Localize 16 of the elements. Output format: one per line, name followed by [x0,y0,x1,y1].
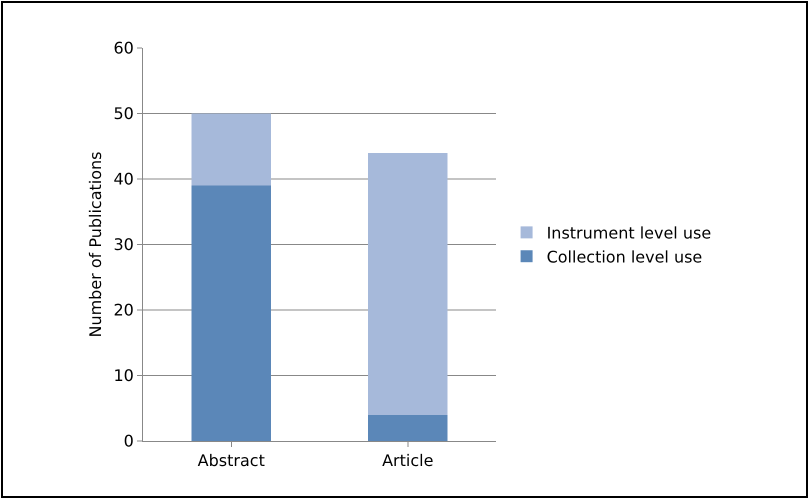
y-tick-label: 60 [113,38,134,58]
bar [368,152,448,415]
x-tick-label: Abstract [198,451,265,470]
legend-label: Instrument level use [546,224,712,243]
bar [368,414,448,441]
x-tick-label: Article [382,451,434,470]
y-tick-label: 50 [113,104,134,124]
y-tick-label: 30 [113,235,134,254]
bar [192,186,271,441]
y-tick-label: 10 [113,366,134,386]
legend-label: Collection level use [546,247,702,266]
y-tick-label: 0 [124,432,134,451]
bar [192,114,271,186]
y-axis-title: Number of Publications [86,151,105,338]
y-tick-label: 40 [113,170,134,189]
y-tick-label: 20 [113,300,134,320]
